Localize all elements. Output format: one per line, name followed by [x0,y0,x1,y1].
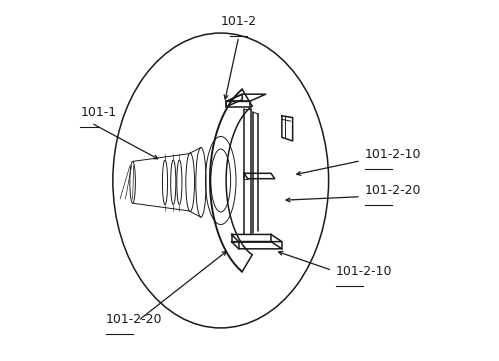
Text: 101-2-20: 101-2-20 [106,313,162,326]
Text: 101-2-10: 101-2-10 [336,265,392,278]
Polygon shape [244,173,274,179]
Polygon shape [226,94,243,107]
Text: 101-2: 101-2 [221,15,257,28]
Text: 101-2-10: 101-2-10 [365,148,421,161]
Polygon shape [226,101,250,107]
Polygon shape [282,116,292,141]
Polygon shape [226,94,265,101]
Polygon shape [232,242,282,249]
Text: 101-2-20: 101-2-20 [365,184,421,197]
Text: 101-1: 101-1 [80,106,117,119]
Polygon shape [232,234,282,242]
